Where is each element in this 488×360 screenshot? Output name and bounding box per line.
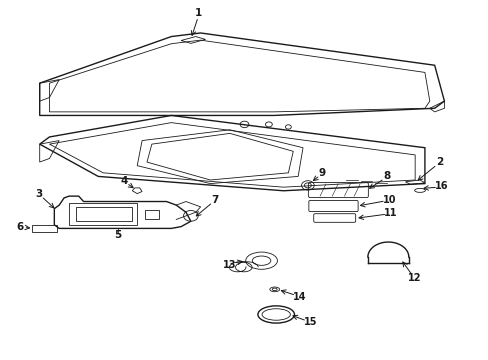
Text: 15: 15 — [304, 318, 317, 327]
Text: 16: 16 — [434, 181, 448, 192]
Text: 8: 8 — [383, 171, 390, 181]
Text: 6: 6 — [17, 222, 24, 231]
Text: 11: 11 — [383, 208, 397, 218]
Text: 5: 5 — [114, 230, 121, 239]
Text: 13: 13 — [223, 260, 236, 270]
Text: 7: 7 — [211, 195, 219, 205]
Text: 9: 9 — [318, 168, 325, 178]
Text: 3: 3 — [35, 189, 42, 199]
Text: 14: 14 — [293, 292, 306, 302]
Text: 2: 2 — [435, 157, 442, 167]
Text: 1: 1 — [194, 8, 202, 18]
Text: 12: 12 — [407, 273, 421, 283]
Text: 4: 4 — [121, 176, 128, 186]
Text: 10: 10 — [382, 195, 395, 205]
